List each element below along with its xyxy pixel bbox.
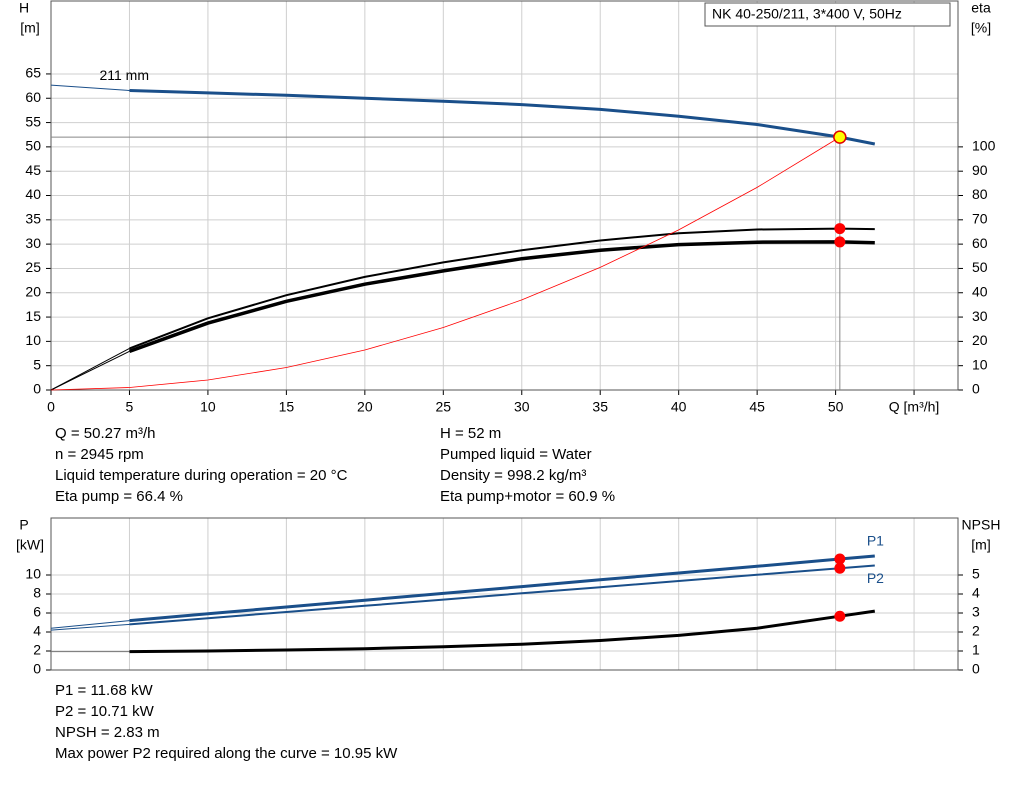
y-tick-label: 50 — [25, 138, 41, 154]
y-tick-label: 55 — [25, 113, 41, 129]
x-tick-label: 35 — [592, 399, 608, 415]
y-tick-label: 65 — [25, 65, 41, 81]
curve — [129, 89, 876, 146]
y-tick-label: 0 — [33, 661, 41, 677]
y2-tick-label: 50 — [972, 259, 988, 275]
note: NPSH = 2.83 m — [55, 724, 160, 741]
x-tick-label: Q [m³/h] — [889, 399, 940, 415]
y2-axis-label: eta — [971, 0, 991, 16]
x-tick-label: 5 — [126, 399, 134, 415]
x-tick-label: 40 — [671, 399, 687, 415]
x-tick-label: 10 — [200, 399, 216, 415]
note: H = 52 m — [440, 425, 501, 442]
point-marker — [834, 562, 846, 574]
point-marker — [834, 610, 846, 622]
y-tick-label: 4 — [33, 623, 41, 639]
title-box — [704, 2, 951, 27]
y-tick-label: 45 — [25, 162, 41, 178]
note: Max power P2 required along the curve = … — [55, 745, 398, 762]
y2-tick-label: 40 — [972, 283, 988, 299]
y-tick-label: 5 — [33, 356, 41, 372]
x-tick-label: 15 — [279, 399, 295, 415]
series-label: P2 — [867, 570, 884, 586]
x-tick-label: 20 — [357, 399, 373, 415]
y2-axis-label: [%] — [971, 20, 991, 36]
y-tick-label: 60 — [25, 89, 41, 105]
y-tick-label: 40 — [25, 186, 41, 202]
series-label: 211 mm — [99, 67, 149, 83]
y-tick-label: 10 — [25, 332, 41, 348]
y2-tick-label: 2 — [972, 623, 980, 639]
y2-tick-label: 5 — [972, 566, 980, 582]
point-marker — [834, 223, 846, 235]
note: Eta pump = 66.4 % — [55, 488, 183, 505]
y-axis-label: [kW] — [16, 537, 44, 553]
point-marker — [834, 236, 846, 248]
curve — [128, 240, 875, 353]
note: Eta pump+motor = 60.9 % — [440, 488, 615, 505]
y-tick-label: 10 — [25, 566, 41, 582]
y-tick-label: 8 — [33, 585, 41, 601]
y2-tick-label: 70 — [972, 211, 988, 227]
y2-axis-label: [m] — [971, 537, 990, 553]
y2-tick-label: 100 — [972, 138, 996, 154]
x-tick-label: 0 — [47, 399, 55, 415]
x-tick-label: 50 — [828, 399, 844, 415]
y2-axis-label: NPSH — [962, 517, 1001, 533]
y2-tick-label: 3 — [972, 604, 980, 620]
y2-tick-label: 80 — [972, 186, 988, 202]
chart-title: NK 40-250/211, 3*400 V, 50Hz — [712, 6, 902, 22]
curve — [50, 136, 841, 391]
y2-tick-label: 60 — [972, 235, 988, 251]
y2-tick-label: 30 — [972, 308, 988, 324]
y-tick-label: 30 — [25, 235, 41, 251]
curve — [50, 350, 130, 391]
series-label: P1 — [867, 533, 884, 549]
y-tick-label: 15 — [25, 308, 41, 324]
x-tick-label: 30 — [514, 399, 530, 415]
x-tick-label: 25 — [436, 399, 452, 415]
y-tick-label: 6 — [33, 604, 41, 620]
note: P1 = 11.68 kW — [55, 682, 154, 699]
plot-border — [50, 0, 959, 391]
y2-tick-label: 0 — [972, 661, 980, 677]
note: Q = 50.27 m³/h — [55, 425, 155, 442]
y-axis-label: P — [19, 517, 28, 533]
y-tick-label: 35 — [25, 211, 41, 227]
plot-border — [50, 517, 959, 671]
y-axis-label: [m] — [20, 20, 39, 36]
y-tick-label: 25 — [25, 259, 41, 275]
y-tick-label: 20 — [25, 283, 41, 299]
x-tick-label: 45 — [749, 399, 765, 415]
curve — [50, 623, 130, 631]
curve — [50, 84, 130, 91]
note: Liquid temperature during operation = 20… — [55, 467, 348, 484]
note: P2 = 10.71 kW — [55, 703, 155, 720]
y2-tick-label: 90 — [972, 162, 988, 178]
y2-tick-label: 20 — [972, 332, 988, 348]
y2-tick-label: 10 — [972, 356, 988, 372]
y-tick-label: 2 — [33, 642, 41, 658]
curve — [129, 564, 875, 626]
note: Density = 998.2 kg/m³ — [440, 467, 586, 484]
curve — [50, 620, 130, 629]
curve — [129, 227, 875, 350]
note: Pumped liquid = Water — [440, 446, 592, 463]
point-marker — [834, 553, 846, 565]
note: n = 2945 rpm — [55, 446, 144, 463]
curve — [129, 554, 875, 623]
y-axis-label: H — [19, 0, 29, 16]
y2-tick-label: 4 — [972, 585, 980, 601]
operating-point — [833, 130, 847, 144]
y-tick-label: 0 — [33, 381, 41, 397]
y2-tick-label: 0 — [972, 381, 980, 397]
curve — [129, 609, 876, 654]
y2-tick-label: 1 — [972, 642, 980, 658]
